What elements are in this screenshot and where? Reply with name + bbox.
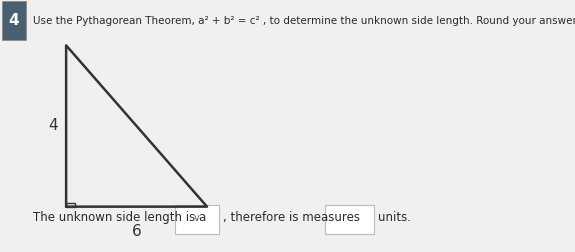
Text: units.: units. bbox=[378, 211, 411, 225]
Text: 6: 6 bbox=[132, 224, 141, 239]
Text: Use the Pythagorean Theorem, a² + b² = c² , to determine the unknown side length: Use the Pythagorean Theorem, a² + b² = c… bbox=[33, 16, 575, 26]
Text: The unknown side length is a: The unknown side length is a bbox=[33, 211, 206, 225]
Text: 4: 4 bbox=[49, 118, 58, 134]
Bar bbox=[2, 1, 26, 40]
Bar bbox=[66, 203, 75, 207]
Bar bbox=[175, 205, 218, 234]
Bar bbox=[325, 205, 374, 234]
Text: v: v bbox=[194, 213, 200, 223]
Text: , therefore is measures: , therefore is measures bbox=[223, 211, 360, 225]
Text: 4: 4 bbox=[9, 13, 20, 28]
